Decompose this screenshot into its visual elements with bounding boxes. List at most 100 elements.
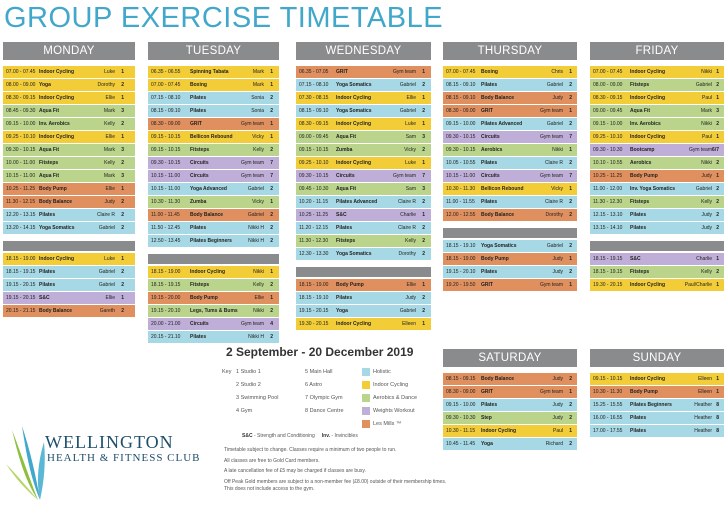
class-instructor: Paul/Charlie bbox=[684, 282, 712, 288]
class-instructor: Gabriel bbox=[98, 282, 115, 288]
day-name: THURSDAY bbox=[477, 45, 543, 57]
class-location: 2 bbox=[270, 186, 273, 192]
class-time: 09.30 - 10.30 bbox=[593, 147, 623, 153]
class-time: 07.30 - 08.15 bbox=[299, 95, 329, 101]
class-instructor: Nikki bbox=[701, 121, 712, 127]
class-instructor: Claire R bbox=[544, 160, 563, 166]
class-name: Indoor Cycling bbox=[630, 134, 665, 140]
class-name: Yoga Somatics bbox=[336, 108, 372, 114]
class-instructor: Kelly bbox=[253, 282, 264, 288]
day-name: MONDAY bbox=[43, 45, 95, 57]
evening-divider bbox=[443, 228, 577, 238]
class-name: Pilates bbox=[190, 225, 207, 231]
class-name: Inv. Aerobics bbox=[39, 121, 70, 127]
class-row: 09.25 - 10.10 Indoor Cycling Ellie 1 bbox=[3, 131, 135, 144]
class-location: 7 bbox=[270, 160, 273, 166]
class-row: 19.30 - 20.15 Indoor Cycling Elleen 1 bbox=[296, 318, 431, 331]
class-row: 09.15 - 10.15 Indoor Cycling Elleen 1 bbox=[590, 373, 724, 386]
class-row: 11.00 - 12.00 Inv. Yoga Somatics Gabriel 2 bbox=[590, 183, 724, 196]
class-name: Body Pump bbox=[630, 173, 658, 179]
class-row: 10.30 - 11.30 Body Pump Elleen 1 bbox=[590, 386, 724, 399]
class-instructor: Luke bbox=[104, 256, 115, 262]
class-instructor: Ellie bbox=[105, 134, 115, 140]
class-instructor: Charlie bbox=[696, 256, 712, 262]
class-instructor: Kelly bbox=[701, 199, 712, 205]
class-name: Indoor Cycling bbox=[39, 256, 74, 262]
class-name: Yoga Advanced bbox=[190, 186, 227, 192]
class-location: 2 bbox=[121, 269, 124, 275]
class-name: Aqua Fit bbox=[630, 108, 650, 114]
class-row: 08.15 - 09.10 Pilates Gabriel 2 bbox=[443, 79, 577, 92]
class-row: 18.15 - 19.15 Pilates Gabriel 2 bbox=[3, 266, 135, 279]
class-time: 18.15 - 19.15 bbox=[593, 269, 623, 275]
class-name: Inv. Yoga Somatics bbox=[630, 186, 676, 192]
class-location: 1 bbox=[422, 121, 425, 127]
class-time: 19.15 - 20.10 bbox=[446, 269, 476, 275]
class-row: 09.30 - 10.15 Circuits Gym team 7 bbox=[148, 157, 279, 170]
class-instructor: Ellie bbox=[406, 282, 416, 288]
class-location: 1 bbox=[569, 69, 572, 75]
class-name: Indoor Cycling bbox=[630, 69, 665, 75]
class-row: 19.15 - 20.00 Body Pump Ellie 1 bbox=[148, 292, 279, 305]
class-location: 8 bbox=[716, 428, 719, 434]
class-name: Aqua Fit bbox=[336, 186, 356, 192]
class-location: 2 bbox=[270, 212, 273, 218]
class-time: 13.20 - 14.15 bbox=[6, 225, 36, 231]
class-row: 10.15 - 11.00 Circuits Gym team 7 bbox=[148, 170, 279, 183]
class-name: Yoga Somatics bbox=[481, 243, 517, 249]
class-instructor: Gym team bbox=[240, 321, 264, 327]
class-time: 12.00 - 12.55 bbox=[446, 212, 476, 218]
class-location: 2 bbox=[422, 225, 425, 231]
class-location: 2 bbox=[270, 282, 273, 288]
class-instructor: Judy bbox=[552, 402, 563, 408]
class-location: 2 bbox=[569, 243, 572, 249]
class-row: 09.30 - 10.15 Aqua Fit Mark 3 bbox=[3, 144, 135, 157]
class-instructor: Heather bbox=[694, 415, 712, 421]
class-time: 09.30 - 10.15 bbox=[446, 147, 476, 153]
notes: Timetable subject to change. Classes req… bbox=[224, 447, 454, 497]
class-name: Zumba bbox=[190, 199, 207, 205]
class-location: 2 bbox=[716, 82, 719, 88]
note: A late cancellation fee of £5 may be cha… bbox=[224, 468, 366, 474]
class-time: 08.15 - 09.10 bbox=[151, 108, 181, 114]
legend-swatch bbox=[362, 381, 370, 389]
class-instructor: Vicky bbox=[404, 147, 416, 153]
class-instructor: Mark bbox=[252, 82, 264, 88]
class-time: 19.15 - 20.00 bbox=[151, 295, 181, 301]
class-name: S&C bbox=[630, 256, 641, 262]
class-row: 10.25 - 11.25 S&C Charlie 1 bbox=[296, 209, 431, 222]
class-location: 4 bbox=[270, 321, 273, 327]
class-instructor: Vicky bbox=[252, 134, 264, 140]
day-header: MONDAY bbox=[3, 42, 135, 60]
class-name: Body Pump bbox=[630, 389, 658, 395]
term-dates: 2 September - 20 December 2019 bbox=[226, 345, 414, 359]
class-time: 08.15 - 09.15 bbox=[446, 376, 476, 382]
class-row: 09.15 - 10.15 Bellicon Rebound Vicky 1 bbox=[148, 131, 279, 144]
location-item: 1 Studio 1 bbox=[236, 369, 261, 375]
class-name: Aqua Fit bbox=[336, 134, 356, 140]
class-row: 11.00 - 11.55 Pilates Claire R 2 bbox=[443, 196, 577, 209]
class-time: 09.25 - 10.10 bbox=[299, 160, 329, 166]
class-time: 10.30 - 11.15 bbox=[446, 428, 476, 434]
class-instructor: Gabriel bbox=[98, 269, 115, 275]
class-row: 09.30 - 10.15 Circuits Gym team 7 bbox=[443, 131, 577, 144]
class-location: 2 bbox=[270, 225, 273, 231]
day-name: SUNDAY bbox=[632, 352, 682, 364]
location-item: 7 Olympic Gym bbox=[305, 395, 343, 401]
class-time: 07.15 - 08.10 bbox=[299, 82, 329, 88]
class-name: Aqua Fit bbox=[39, 147, 59, 153]
class-time: 06.35 - 07.05 bbox=[299, 69, 329, 75]
day-column-tuesday: TUESDAY 06.35 - 06.55 Spinning Tabata Mark 1… bbox=[148, 42, 279, 344]
evening-divider bbox=[296, 267, 431, 277]
class-name: Fitsteps bbox=[39, 160, 59, 166]
class-location: 1 bbox=[270, 82, 273, 88]
day-column-saturday: SATURDAY 08.15 - 09.15 Body Balance Judy 2 08… bbox=[443, 349, 577, 451]
class-time: 12.20 - 13.15 bbox=[6, 212, 36, 218]
class-name: Pilates bbox=[481, 402, 498, 408]
day-column-thursday: THURSDAY 07.00 - 07.45 Boxing Chris 1 08.15 -… bbox=[443, 42, 577, 292]
class-row: 09.00 - 09.45 Aqua Fit Sam 3 bbox=[296, 131, 431, 144]
class-instructor: Gabriel bbox=[546, 121, 563, 127]
class-time: 10.20 - 11.15 bbox=[299, 199, 329, 205]
class-time: 18.15 - 19.00 bbox=[151, 269, 181, 275]
class-instructor: Judy bbox=[552, 376, 563, 382]
